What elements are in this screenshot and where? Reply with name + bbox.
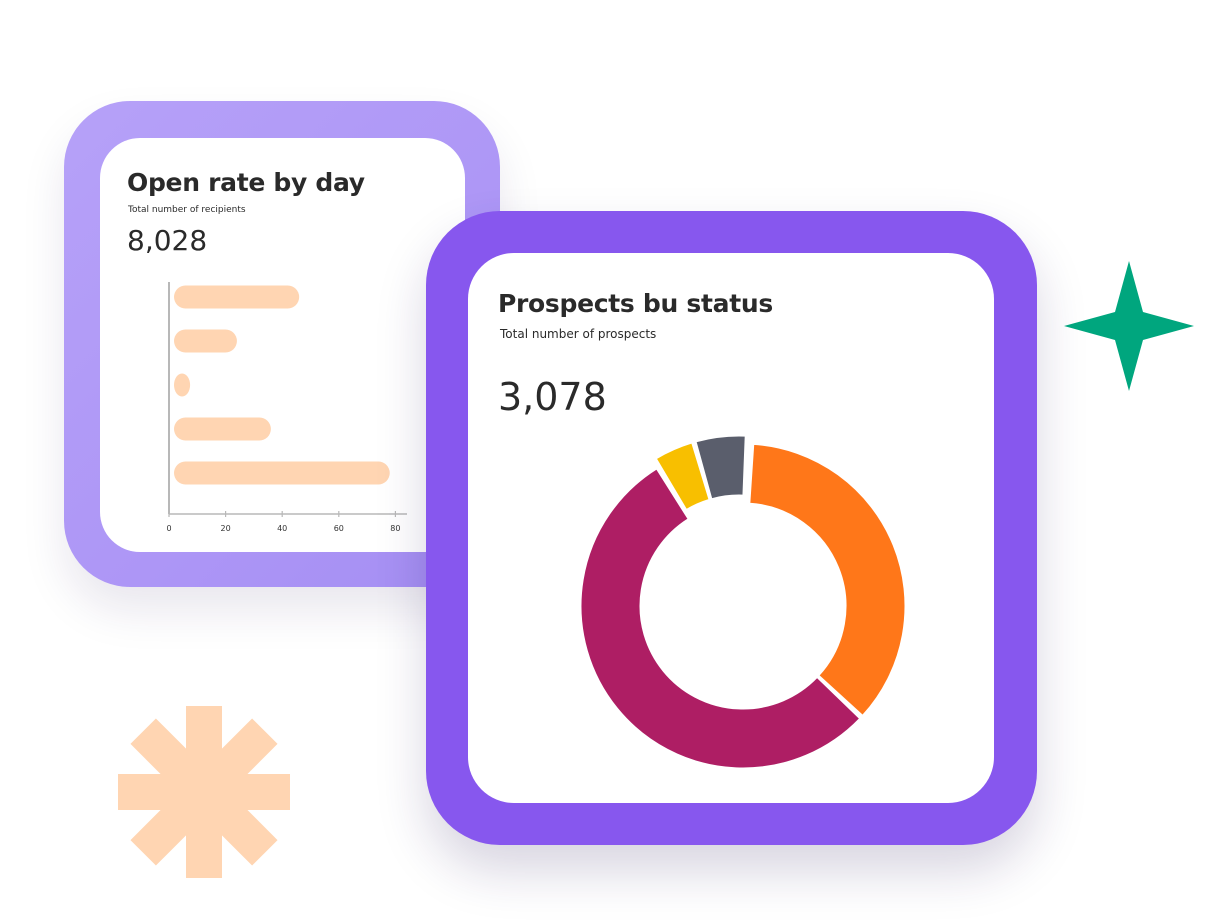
- bar-chart-bar: [174, 373, 191, 397]
- open-rate-card: Open rate by day Total number of recipie…: [100, 138, 465, 552]
- asterisk-arm: [130, 718, 278, 866]
- bar-chart-bar: [174, 417, 271, 441]
- donut-slice: [695, 435, 746, 500]
- prospects-subtitle: Total number of prospects: [500, 327, 657, 341]
- bar-chart-tick-label: 80: [390, 524, 400, 533]
- donut-slice: [580, 468, 861, 769]
- bar-chart-tick-label: 60: [334, 524, 344, 533]
- donut-slice: [749, 443, 906, 716]
- open-rate-title: Open rate by day: [127, 168, 365, 197]
- bar-chart-tick-label: 0: [166, 524, 171, 533]
- bar-chart-bar: [174, 461, 390, 485]
- prospects-card-frame: Prospects bu status Total number of pros…: [426, 211, 1037, 845]
- total-recipients-value: 8,028: [127, 224, 208, 257]
- prospects-title: Prospects bu status: [498, 289, 773, 318]
- bar-chart-bar: [174, 285, 300, 309]
- sparkle-star-icon: [1064, 261, 1194, 391]
- donut-slice: [655, 442, 710, 511]
- prospects-card: Prospects bu status Total number of pros…: [468, 253, 994, 803]
- total-prospects-value: 3,078: [498, 375, 607, 419]
- bar-chart-tick-label: 20: [221, 524, 231, 533]
- asterisk-shape-icon: [118, 706, 290, 878]
- open-rate-bar-chart: 0 20 40 60 80: [166, 282, 407, 533]
- bar-chart-bar: [174, 329, 237, 353]
- prospects-donut-chart: [580, 435, 906, 769]
- bar-chart-tick-label: 40: [277, 524, 287, 533]
- open-rate-subtitle: Total number of recipients: [128, 205, 246, 215]
